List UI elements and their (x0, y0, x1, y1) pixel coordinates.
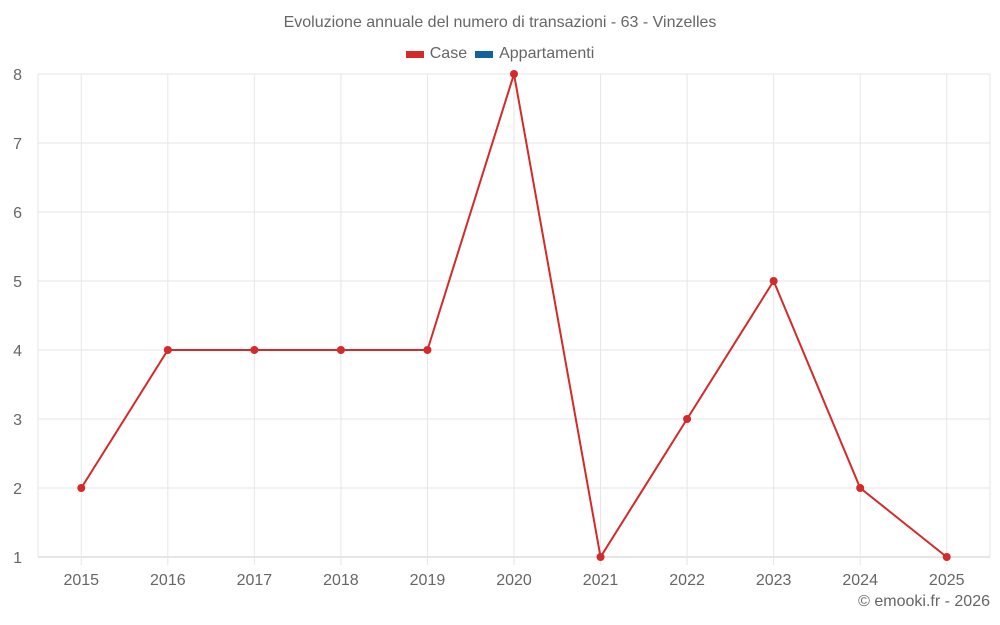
data-point[interactable] (250, 346, 259, 354)
legend-label-case: Case (429, 45, 468, 62)
x-tick-label: 2018 (323, 572, 359, 589)
series-case (77, 70, 951, 561)
y-axis: 1 2 3 4 5 6 7 8 (13, 67, 22, 567)
x-tick-label: 2015 (63, 572, 99, 589)
x-tick-label: 2023 (756, 572, 792, 589)
legend-item-case[interactable]: Case (405, 45, 468, 63)
data-point[interactable] (856, 484, 865, 492)
data-point[interactable] (683, 415, 692, 423)
y-tick-label: 6 (13, 205, 22, 222)
chart-title: Evoluzione annuale del numero di transaz… (283, 14, 717, 31)
legend-swatch-case (405, 50, 424, 58)
data-point[interactable] (163, 346, 172, 354)
data-point[interactable] (336, 346, 345, 354)
x-tick-label: 2019 (410, 572, 446, 589)
legend-swatch-appartamenti (475, 50, 494, 58)
x-tick-label: 2016 (150, 572, 186, 589)
y-tick-label: 7 (13, 136, 22, 153)
x-tick-label: 2020 (496, 572, 532, 589)
x-tick-label: 2024 (842, 572, 878, 589)
data-point[interactable] (423, 346, 432, 354)
copyright-footer: © emooki.fr - 2026 (858, 593, 990, 610)
x-tick-label: 2021 (583, 572, 619, 589)
legend-item-appartamenti[interactable]: Appartamenti (475, 45, 594, 63)
y-tick-label: 1 (13, 550, 22, 567)
data-point[interactable] (769, 277, 778, 285)
y-tick-label: 8 (13, 67, 22, 84)
y-tick-label: 4 (13, 343, 22, 360)
x-axis: 2015 2016 2017 2018 2019 2020 2021 2022 2023 2024… (63, 572, 964, 589)
grid-lines (37, 73, 991, 565)
y-tick-label: 3 (13, 412, 22, 429)
y-tick-label: 2 (13, 481, 22, 498)
data-point[interactable] (596, 553, 605, 561)
x-tick-label: 2025 (929, 572, 965, 589)
y-tick-label: 5 (13, 274, 22, 291)
legend-label-appartamenti: Appartamenti (499, 45, 595, 62)
data-point[interactable] (77, 484, 86, 492)
data-point[interactable] (942, 553, 951, 561)
legend: Case Appartamenti (0, 45, 1000, 63)
x-tick-label: 2022 (669, 572, 705, 589)
data-point[interactable] (510, 70, 518, 78)
x-tick-label: 2017 (237, 572, 273, 589)
